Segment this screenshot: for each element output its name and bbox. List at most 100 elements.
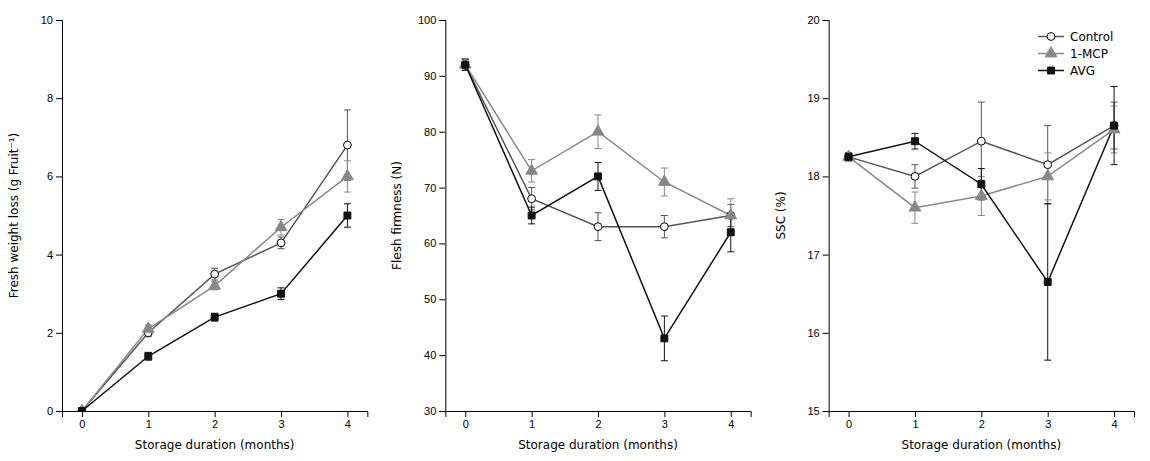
tick-mark (347, 411, 348, 417)
tick-mark (56, 98, 62, 99)
tick: 4 (728, 411, 734, 430)
tick-mark (823, 98, 829, 99)
error-cap (1044, 203, 1051, 204)
point (1042, 170, 1054, 180)
tick: 70 (424, 182, 445, 194)
error-bar (462, 59, 469, 70)
tick-label: 4 (345, 418, 351, 430)
tick-mark (823, 20, 829, 21)
markers (461, 61, 734, 231)
point (660, 223, 668, 231)
point (978, 181, 985, 188)
error-bar (845, 153, 852, 161)
y-axis: 30405060708090100 (418, 14, 446, 417)
tick: 0 (463, 411, 469, 430)
tick-mark (849, 411, 850, 417)
error-bar (845, 153, 852, 161)
tick-label: 2 (595, 418, 601, 430)
point (211, 270, 219, 278)
tick-label: 17 (807, 249, 819, 261)
tick-mark (439, 188, 445, 189)
error-cap (278, 237, 285, 238)
markers (462, 61, 734, 342)
error-cap (1044, 152, 1051, 153)
tick: 60 (424, 237, 445, 249)
point (209, 279, 221, 289)
tick: 6 (47, 170, 62, 182)
error-cap (1044, 203, 1051, 204)
line (465, 65, 731, 216)
tick-mark (1048, 411, 1049, 417)
tick: 2 (979, 411, 985, 430)
point (661, 335, 668, 342)
tick-mark (439, 132, 445, 133)
error-cap (978, 215, 985, 216)
error-cap (911, 133, 918, 134)
tick-label: 1 (529, 418, 535, 430)
tick: 2 (595, 411, 601, 430)
tick-mark (56, 20, 62, 21)
tick-mark (915, 411, 916, 417)
point (277, 239, 285, 247)
y-axis-title: Fresh weight loss (g Fruit⁻¹) (7, 133, 21, 299)
tick: 19 (807, 92, 828, 104)
tick: 90 (424, 70, 445, 82)
point (1111, 122, 1118, 129)
tick: 20 (807, 14, 828, 26)
tick-label: 0 (463, 418, 469, 430)
tick-label: 3 (1045, 418, 1051, 430)
line (849, 126, 1115, 282)
tick-mark (1114, 411, 1115, 417)
error-cap (595, 240, 602, 241)
figure: 012340246810Storage duration (months)Fre… (0, 0, 1150, 461)
tick-label: 50 (424, 293, 436, 305)
legend-label: Control (1070, 30, 1113, 44)
markers (845, 122, 1117, 285)
tick-label: 4 (1112, 418, 1118, 430)
point (344, 141, 352, 149)
point (78, 407, 86, 411)
error-cap (1111, 86, 1118, 87)
tick-label: 60 (424, 237, 436, 249)
tick: 100 (418, 14, 445, 26)
legend-marker (1047, 33, 1055, 41)
legend-label: 1-MCP (1070, 47, 1108, 61)
tick-mark (823, 255, 829, 256)
tick: 8 (47, 92, 62, 104)
tick-label: 3 (278, 418, 284, 430)
error-cap (978, 168, 985, 169)
point (592, 125, 604, 135)
tick-label: 1 (912, 418, 918, 430)
tick-mark (439, 243, 445, 244)
point (1110, 122, 1118, 130)
point (278, 290, 285, 297)
error-cap (528, 159, 535, 160)
error-cap (462, 70, 469, 71)
error-cap (911, 149, 918, 150)
series (78, 204, 351, 411)
tick: 0 (47, 405, 62, 417)
tick-label: 2 (47, 327, 53, 339)
point (977, 137, 985, 145)
tick-label: 2 (212, 418, 218, 430)
point (78, 408, 85, 411)
error-bar (595, 162, 602, 190)
point (975, 189, 987, 199)
error-cap (1044, 360, 1051, 361)
line (82, 176, 348, 411)
series (845, 86, 1118, 360)
error-bar (278, 288, 285, 300)
point (911, 172, 919, 180)
tick-label: 2 (979, 418, 985, 430)
tick-label: 90 (424, 70, 436, 82)
error-cap (727, 251, 734, 252)
tick: 3 (662, 411, 668, 430)
point (658, 175, 670, 185)
error-cap (528, 207, 535, 208)
point (595, 173, 602, 180)
tick: 16 (807, 327, 828, 339)
line (465, 65, 731, 339)
point (845, 153, 853, 161)
error-bar (1111, 86, 1118, 164)
line (465, 65, 731, 227)
